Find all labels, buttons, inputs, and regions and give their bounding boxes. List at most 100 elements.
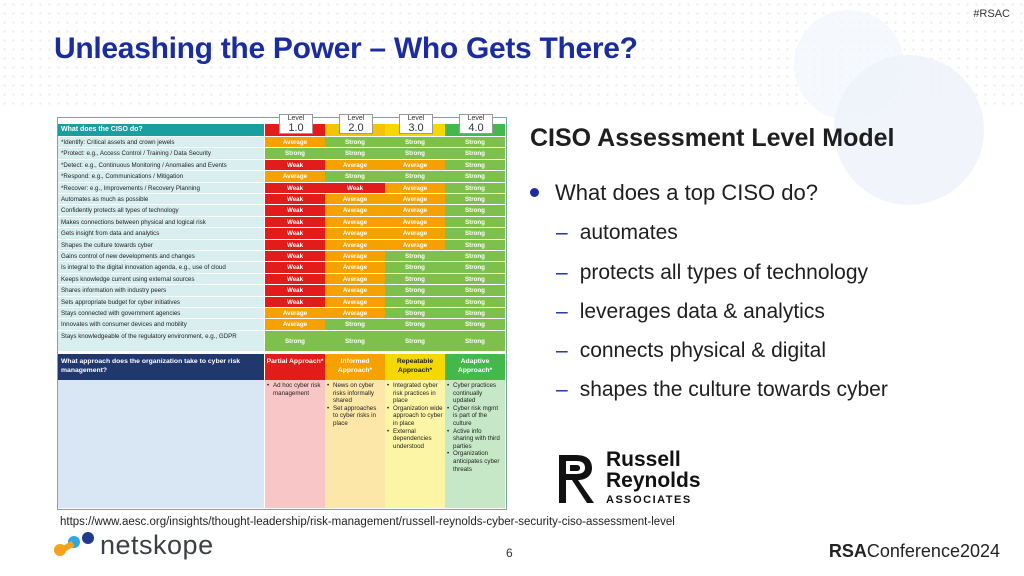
table-row: Stays connected with government agencies…: [58, 308, 506, 320]
table-row: Gains control of new developments and ch…: [58, 251, 506, 263]
rating-cell: Weak: [265, 239, 325, 251]
rating-cell: Average: [325, 296, 385, 308]
rating-cell: Weak: [265, 262, 325, 274]
table-row: *Recover: e.g., Improvements / Recovery …: [58, 182, 506, 194]
row-label: *Protect: e.g., Access Control / Trainin…: [58, 148, 264, 160]
row-label: Sets appropriate budget for cyber initia…: [58, 296, 264, 308]
source-url[interactable]: https://www.aesc.org/insights/thought-le…: [60, 516, 675, 528]
rating-cell: Average: [325, 194, 385, 206]
rating-cell: Strong: [325, 330, 385, 352]
rating-cell: Strong: [445, 330, 505, 352]
row-label: *Recover: e.g., Improvements / Recovery …: [58, 182, 264, 194]
rating-cell: Strong: [445, 308, 505, 320]
approach-item: News on cyber risks informally shared: [327, 382, 383, 405]
rating-cell: Average: [265, 308, 325, 320]
row-label: Makes connections between physical and l…: [58, 216, 264, 229]
approach-description: Ad hoc cyber risk management: [265, 380, 325, 508]
rating-cell: Strong: [385, 273, 445, 286]
rating-cell: Strong: [385, 330, 445, 352]
approach-item: External dependencies understood: [387, 428, 443, 451]
rating-cell: Average: [385, 205, 445, 217]
rating-cell: Weak: [265, 182, 325, 194]
rating-cell: Average: [325, 262, 385, 274]
rating-cell: Average: [325, 308, 385, 320]
sub-bullet: – protects all types of technology: [556, 261, 869, 284]
rating-cell: Average: [265, 171, 325, 183]
rating-cell: Average: [385, 239, 445, 251]
table-row: Innovates with consumer devices and mobi…: [58, 319, 506, 331]
netskope-logo-icon: [54, 532, 94, 556]
sub-bullet: – shapes the culture towards cyber: [556, 378, 888, 401]
table-question-header: What does the CISO do?: [58, 124, 264, 136]
approach-item: Integrated cyber risk practices in place: [387, 382, 443, 405]
approach-description: News on cyber risks informally sharedSet…: [325, 380, 385, 508]
approach-item: Set approaches to cyber risks in place: [327, 405, 383, 428]
row-label: Shares information with industry peers: [58, 285, 264, 297]
rating-cell: Average: [385, 182, 445, 194]
rating-cell: Average: [385, 159, 445, 172]
rating-cell: Strong: [445, 205, 505, 217]
table-row: Keeps knowledge current using external s…: [58, 273, 506, 286]
sub-bullet: – automates: [556, 221, 678, 244]
rating-cell: Strong: [445, 171, 505, 183]
rating-cell: Strong: [265, 330, 325, 352]
rating-cell: Strong: [385, 262, 445, 274]
rating-cell: Strong: [445, 262, 505, 274]
main-bullet: What does a top CISO do?: [530, 180, 818, 206]
approach-header: Partial Approach*: [265, 354, 325, 380]
slide-title: Unleashing the Power – Who Gets There?: [54, 32, 638, 65]
approach-item: Organization anticipates cyber threats: [447, 450, 503, 473]
table-row: Shares information with industry peers We…: [58, 285, 506, 297]
row-label: Keeps knowledge current using external s…: [58, 273, 264, 286]
rating-cell: Average: [325, 251, 385, 263]
approach-description: Cyber practices continually updatedCyber…: [445, 380, 505, 508]
table-row: *Protect: e.g., Access Control / Trainin…: [58, 148, 506, 160]
rating-cell: Average: [325, 205, 385, 217]
approach-description: Integrated cyber risk practices in place…: [385, 380, 445, 508]
table-row: Gets insight from data and analytics Weak…: [58, 228, 506, 240]
approach-item: Cyber practices continually updated: [447, 382, 503, 405]
row-label: Shapes the culture towards cyber: [58, 239, 264, 251]
section-heading: CISO Assessment Level Model: [530, 124, 895, 152]
hashtag: #RSAC: [973, 8, 1010, 20]
row-label: Stays connected with government agencies: [58, 308, 264, 320]
logo-wordmark: Russell Reynolds: [606, 448, 701, 492]
page-number: 6: [506, 546, 513, 560]
logo-associates: ASSOCIATES: [606, 494, 692, 506]
rating-cell: Strong: [325, 319, 385, 331]
approach-item: Organization wide approach to cyber in p…: [387, 405, 443, 428]
rating-cell: Strong: [445, 182, 505, 194]
rating-cell: Strong: [445, 296, 505, 308]
rating-cell: Strong: [445, 239, 505, 251]
level-label: Level 3.0: [399, 114, 433, 134]
rating-cell: Weak: [265, 285, 325, 297]
rating-cell: Weak: [265, 251, 325, 263]
table-row: Automates as much as possible Weak Average…: [58, 194, 506, 206]
rating-cell: Average: [325, 216, 385, 229]
rating-cell: Strong: [385, 296, 445, 308]
netskope-wordmark: netskope: [100, 530, 214, 560]
rating-cell: Strong: [385, 137, 445, 149]
row-label: Stays knowledgeable of the regulatory en…: [58, 330, 264, 352]
rating-cell: Strong: [445, 319, 505, 331]
table-row: Shapes the culture towards cyber Weak Aver…: [58, 239, 506, 251]
bullet-dot-icon: [530, 187, 539, 197]
rating-cell: Strong: [445, 228, 505, 240]
approach-item: Active info sharing with third parties: [447, 428, 503, 451]
rating-cell: Strong: [325, 137, 385, 149]
rating-cell: Average: [385, 216, 445, 229]
row-label: Gains control of new developments and ch…: [58, 251, 264, 263]
approach-item: Cyber risk mgmt is part of the culture: [447, 405, 503, 428]
rating-cell: Strong: [445, 273, 505, 286]
rating-cell: Weak: [265, 194, 325, 206]
rating-cell: Average: [385, 194, 445, 206]
table-row: *Detect: e.g., Continuous Monitoring / A…: [58, 159, 506, 172]
table-row: Confidently protects all types of techno…: [58, 205, 506, 217]
row-label: Gets insight from data and analytics: [58, 228, 264, 240]
rating-cell: Weak: [325, 182, 385, 194]
rating-cell: Strong: [325, 171, 385, 183]
row-label: Automates as much as possible: [58, 194, 264, 206]
sub-bullet: – leverages data & analytics: [556, 300, 825, 323]
table-row: *Identify: Critical assets and crown jew…: [58, 137, 506, 149]
rating-cell: Weak: [265, 159, 325, 172]
